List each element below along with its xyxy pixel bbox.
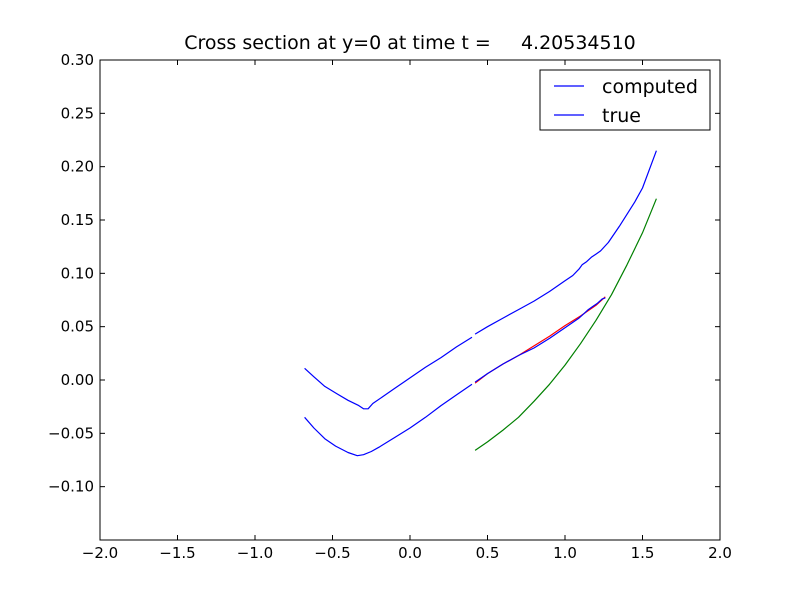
y-tick-label: 0.20 [61,158,94,176]
x-tick-label: −2.0 [82,544,118,562]
y-tick-label: 0.15 [61,211,94,229]
y-tick-label: 0.10 [61,264,94,282]
x-tick-label: −1.5 [159,544,195,562]
y-tick-label: −0.10 [48,478,94,496]
series-layer [304,150,657,457]
legend: computed true [539,69,711,131]
y-tick-label: 0.25 [61,104,94,122]
y-tick-label: 0.00 [61,371,94,389]
x-tick-label: 1.0 [553,544,577,562]
y-tick-label: 0.05 [61,318,94,336]
x-tick-label: 0.5 [476,544,500,562]
chart-title: Cross section at y=0 at time t = 4.20534… [184,32,636,54]
series-line-1 [474,150,657,335]
x-tick-label: 2.0 [708,544,732,562]
x-tick-label: −1.0 [237,544,273,562]
legend-box [539,69,711,131]
x-tick-label: 1.5 [631,544,655,562]
ticks-layer: −2.0 −1.5 −1.0 −0.5 0.0 0.5 1.0 1.5 2.0 0.30 0.25 0… [48,51,732,562]
x-tick-label: 0.0 [398,544,422,562]
legend-label-computed: computed [602,76,698,98]
x-tick-label: −0.5 [314,544,350,562]
legend-label-true: true [602,105,641,127]
y-tick-label: 0.30 [61,51,94,69]
series-line-4 [474,297,606,383]
series-line-5 [474,198,657,451]
series-line-2 [304,383,473,457]
y-tick-label: −0.05 [48,424,94,442]
series-line-0 [304,336,473,410]
